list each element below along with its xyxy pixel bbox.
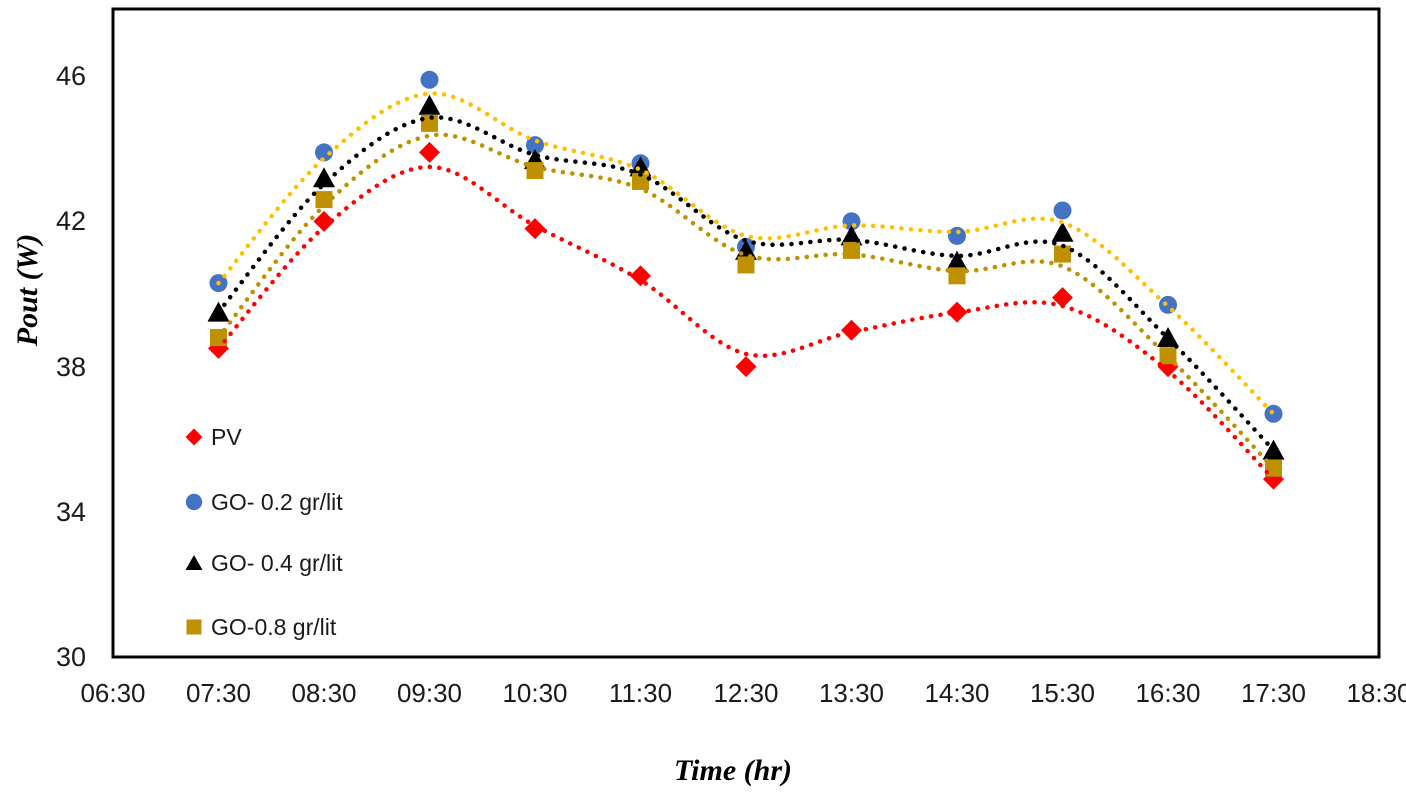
x-tick-label: 16:30: [1135, 678, 1201, 708]
x-tick-label: 17:30: [1240, 678, 1307, 708]
y-tick-label: 42: [55, 206, 86, 237]
trendline-GO-0.4-gr-lit: [216, 115, 1276, 453]
data-point-circle: [1053, 201, 1072, 220]
y-tick-label: 30: [55, 642, 86, 672]
trendline-PV: [216, 164, 1276, 482]
data-point-diamond: [419, 141, 440, 163]
x-tick-label: 12:30: [713, 678, 779, 708]
data-point-circle: [948, 226, 966, 245]
legend-item-GO-0.4-gr-lit: GO- 0.4 gr/lit: [184, 548, 343, 578]
data-point-circle: [526, 136, 544, 155]
square-glyph: [186, 619, 202, 635]
x-tick-label: 10:30: [502, 678, 568, 708]
data-point-triangle: [1262, 439, 1285, 460]
x-tick-label: 15:30: [1029, 678, 1096, 708]
x-tick-label: 11:30: [608, 678, 673, 708]
data-point-square: [737, 256, 755, 274]
legend-label: GO-0.8 gr/lit: [211, 613, 337, 640]
data-point-triangle: [946, 250, 968, 271]
x-tick-label: 14:30: [924, 678, 990, 708]
square-icon: [186, 619, 202, 635]
data-point-square: [421, 114, 438, 132]
data-point-diamond: [630, 265, 651, 287]
circle-glyph: [185, 493, 203, 511]
x-tick-label: 08:30: [291, 678, 357, 708]
triangle-icon: [185, 555, 203, 570]
series-markers-GO-0.4-gr-lit: [207, 94, 1285, 460]
series-markers-PV: [208, 141, 1284, 490]
data-point-diamond: [1052, 287, 1073, 309]
trendline-GO-0.8-gr-lit: [216, 132, 1276, 471]
legend-label: PV: [211, 423, 242, 450]
data-point-square: [948, 267, 966, 285]
data-point-triangle: [1051, 221, 1074, 242]
data-point-square: [526, 162, 544, 180]
data-point-circle: [1159, 295, 1177, 314]
series-markers-GO-0.8-gr-lit: [210, 114, 1282, 477]
data-point-square: [1054, 245, 1071, 263]
x-axis-title: Time (hr): [673, 754, 793, 787]
data-point-triangle: [418, 94, 441, 115]
legend-label: GO- 0.2 gr/lit: [211, 488, 343, 515]
legend-item-GO-0.2-gr-lit: GO- 0.2 gr/lit: [184, 487, 343, 517]
y-axis-title: Pout (W): [11, 233, 44, 347]
data-point-square: [843, 241, 860, 259]
data-point-triangle: [313, 167, 335, 188]
data-point-diamond: [946, 301, 968, 323]
plot-frame: [111, 7, 1381, 659]
data-point-triangle: [1157, 327, 1179, 348]
legend-label: GO- 0.4 gr/lit: [211, 549, 343, 576]
legend-item-GO-0.8-gr-lit: GO-0.8 gr/lit: [184, 612, 336, 642]
data-point-circle: [420, 70, 439, 89]
x-tick-label: 18:30: [1346, 678, 1406, 708]
x-tick-label: 07:30: [185, 678, 252, 708]
circle-icon: [185, 493, 203, 511]
data-point-square: [315, 191, 333, 209]
triangle-glyph: [185, 555, 203, 570]
legend-item-PV: PV: [184, 422, 242, 452]
y-tick-label: 34: [55, 496, 86, 527]
data-point-diamond: [841, 319, 862, 341]
y-tick-label: 46: [55, 61, 86, 92]
diamond-icon: [185, 428, 203, 446]
x-tick-label: 09:30: [396, 678, 463, 708]
data-point-diamond: [313, 210, 335, 232]
x-tick-label: 13:30: [818, 678, 885, 708]
data-point-circle: [315, 143, 333, 162]
y-tick-label: 38: [55, 351, 86, 382]
diamond-glyph: [185, 428, 203, 446]
x-tick-label: 06:30: [80, 678, 146, 708]
data-point-diamond: [735, 356, 757, 378]
